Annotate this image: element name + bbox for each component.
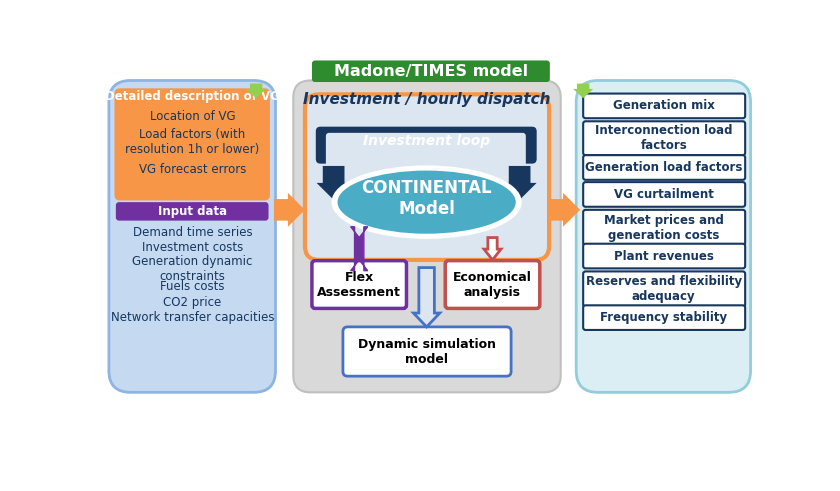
FancyBboxPatch shape [583,155,745,180]
Polygon shape [484,238,501,260]
FancyBboxPatch shape [312,60,550,82]
Text: Generation load factors: Generation load factors [585,161,743,174]
Text: Dynamic simulation
model: Dynamic simulation model [358,337,496,365]
Text: Network transfer capacities: Network transfer capacities [111,311,275,324]
Text: Investment loop: Investment loop [363,134,491,147]
Ellipse shape [333,167,520,237]
Polygon shape [549,193,580,227]
FancyBboxPatch shape [445,261,540,308]
FancyBboxPatch shape [116,202,269,220]
FancyBboxPatch shape [316,127,537,164]
FancyBboxPatch shape [312,261,407,308]
Text: Economical
analysis: Economical analysis [453,271,532,299]
Text: VG curtailment: VG curtailment [614,188,714,201]
Text: Madone/TIMES model: Madone/TIMES model [333,64,528,79]
Text: CONTINENTAL
Model: CONTINENTAL Model [361,179,492,218]
FancyBboxPatch shape [305,94,549,260]
Polygon shape [274,193,305,227]
Polygon shape [573,83,593,98]
FancyBboxPatch shape [109,81,276,392]
FancyBboxPatch shape [583,121,745,155]
FancyBboxPatch shape [583,244,745,269]
FancyBboxPatch shape [583,182,745,207]
Text: Market prices and
generation costs: Market prices and generation costs [604,214,724,242]
Text: VG forecast errors: VG forecast errors [139,163,246,175]
Polygon shape [502,166,537,200]
Text: Input data: Input data [158,205,227,218]
FancyBboxPatch shape [326,133,526,175]
Polygon shape [413,268,440,327]
Polygon shape [350,227,368,271]
Text: Load factors (with
resolution 1h or lower): Load factors (with resolution 1h or lowe… [125,128,260,156]
Text: Generation mix: Generation mix [613,99,715,112]
Text: Flex
Assessment: Flex Assessment [318,271,402,299]
Text: Investment / hourly dispatch: Investment / hourly dispatch [303,92,550,107]
Text: Detailed description of VG: Detailed description of VG [105,90,280,103]
Text: Interconnection load
factors: Interconnection load factors [595,124,732,152]
FancyBboxPatch shape [116,90,269,199]
Ellipse shape [338,170,516,234]
Polygon shape [317,166,350,200]
Text: Fuels costs: Fuels costs [160,279,225,293]
FancyBboxPatch shape [576,81,751,392]
FancyBboxPatch shape [293,81,561,392]
FancyBboxPatch shape [583,94,745,118]
FancyBboxPatch shape [583,210,745,246]
Text: Plant revenues: Plant revenues [614,249,714,263]
Text: Generation dynamic
constraints: Generation dynamic constraints [133,255,253,283]
FancyBboxPatch shape [583,305,745,330]
Text: CO2 price: CO2 price [164,296,222,309]
Polygon shape [246,83,266,98]
Text: Reserves and flexibility
adequacy: Reserves and flexibility adequacy [585,275,742,303]
Text: Investment costs: Investment costs [142,241,244,254]
Text: Demand time series: Demand time series [133,226,252,239]
FancyBboxPatch shape [583,272,745,307]
FancyBboxPatch shape [343,327,511,376]
Text: Frequency stability: Frequency stability [601,311,727,324]
Text: Location of VG: Location of VG [150,110,235,123]
